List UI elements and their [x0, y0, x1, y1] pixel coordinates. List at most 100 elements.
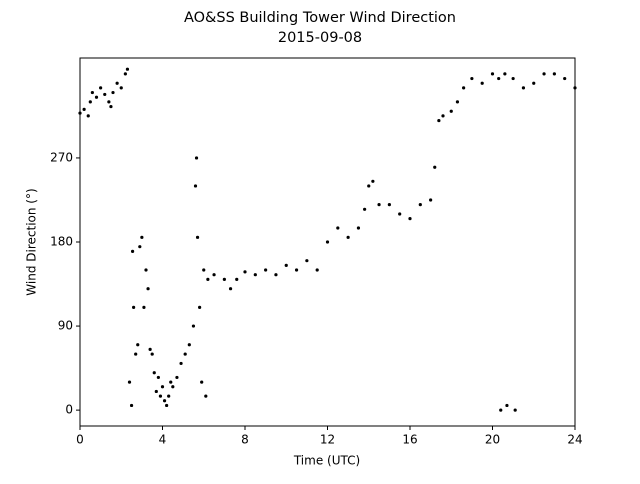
data-point: [264, 268, 268, 272]
data-point: [90, 90, 94, 95]
data-point: [206, 277, 210, 281]
data-point: [130, 249, 135, 253]
x-tick-label: 20: [485, 433, 500, 447]
chart-subtitle: 2015-09-08: [278, 30, 362, 46]
x-tick-label: 12: [320, 433, 335, 447]
data-point: [367, 184, 371, 188]
data-point: [204, 394, 208, 398]
data-point: [154, 389, 158, 394]
data-point: [356, 226, 361, 230]
data-point: [305, 259, 309, 263]
data-point: [107, 100, 111, 104]
x-axis-label: Time (UTC): [293, 454, 360, 468]
data-point: [497, 76, 501, 81]
data-point: [183, 352, 187, 356]
data-point: [179, 361, 183, 366]
data-point: [148, 347, 152, 352]
data-point: [144, 268, 148, 272]
data-point: [195, 235, 200, 239]
data-point: [94, 95, 99, 99]
data-point: [552, 72, 556, 76]
y-tick-label: 180: [50, 235, 73, 249]
data-point: [563, 76, 567, 81]
data-point: [274, 273, 278, 277]
data-point: [455, 100, 460, 104]
data-point: [86, 114, 90, 118]
x-tick-label: 0: [76, 433, 84, 447]
data-point: [449, 109, 453, 113]
data-point: [408, 217, 412, 221]
x-tick-label: 4: [159, 433, 167, 447]
data-point: [363, 207, 367, 211]
data-point: [123, 72, 127, 76]
data-point: [198, 305, 202, 309]
data-point: [88, 100, 92, 104]
x-tick-label: 24: [567, 433, 582, 447]
data-point: [78, 111, 82, 115]
data-point: [573, 86, 577, 90]
data-point: [136, 343, 140, 347]
data-point: [235, 277, 239, 281]
data-point: [253, 273, 257, 277]
data-point: [167, 394, 171, 398]
data-point: [138, 245, 142, 249]
data-point: [191, 324, 196, 328]
data-point: [194, 156, 199, 160]
data-point: [146, 287, 150, 291]
y-tick-label: 270: [50, 150, 73, 164]
data-point: [418, 203, 422, 207]
y-tick-label: 0: [65, 403, 73, 417]
data-point: [140, 235, 144, 239]
data-point: [82, 107, 86, 111]
data-point: [115, 81, 119, 85]
data-point: [162, 399, 167, 403]
data-point: [222, 277, 226, 281]
data-point: [187, 343, 191, 347]
data-point: [228, 287, 233, 291]
data-point: [521, 86, 526, 90]
chart-title: AO&SS Building Tower Wind Direction: [184, 10, 456, 26]
data-point: [377, 203, 381, 207]
data-point: [171, 385, 175, 389]
data-point: [371, 179, 375, 183]
data-point: [387, 203, 391, 207]
data-point: [499, 408, 503, 412]
data-point: [152, 371, 156, 375]
data-point: [125, 67, 130, 71]
data-point: [284, 263, 288, 267]
data-point: [542, 72, 546, 76]
data-point: [200, 380, 204, 384]
y-axis-label: Wind Direction (°): [25, 188, 39, 295]
data-point: [109, 104, 113, 109]
data-point: [111, 90, 115, 95]
x-tick-label: 16: [402, 433, 417, 447]
data-point: [532, 81, 536, 85]
data-point: [433, 165, 437, 169]
data-point: [119, 86, 123, 90]
data-point: [336, 226, 340, 230]
data-point: [160, 385, 165, 389]
data-point: [480, 81, 484, 85]
data-point: [505, 403, 509, 408]
data-point: [193, 184, 198, 188]
data-point: [127, 380, 132, 384]
data-point: [212, 273, 216, 277]
data-point: [202, 268, 206, 272]
data-point: [490, 72, 495, 76]
data-point: [437, 118, 441, 123]
data-point: [129, 403, 134, 408]
data-point: [429, 198, 433, 202]
data-point: [441, 114, 445, 118]
data-point: [315, 268, 319, 272]
data-point: [243, 270, 247, 274]
data-point: [325, 240, 330, 244]
x-tick-label: 8: [241, 433, 249, 447]
data-point: [294, 268, 299, 272]
data-point: [132, 305, 136, 309]
data-point: [503, 72, 507, 76]
data-point: [511, 76, 515, 81]
data-point: [158, 394, 163, 398]
data-point: [156, 375, 160, 380]
data-point: [398, 212, 402, 216]
